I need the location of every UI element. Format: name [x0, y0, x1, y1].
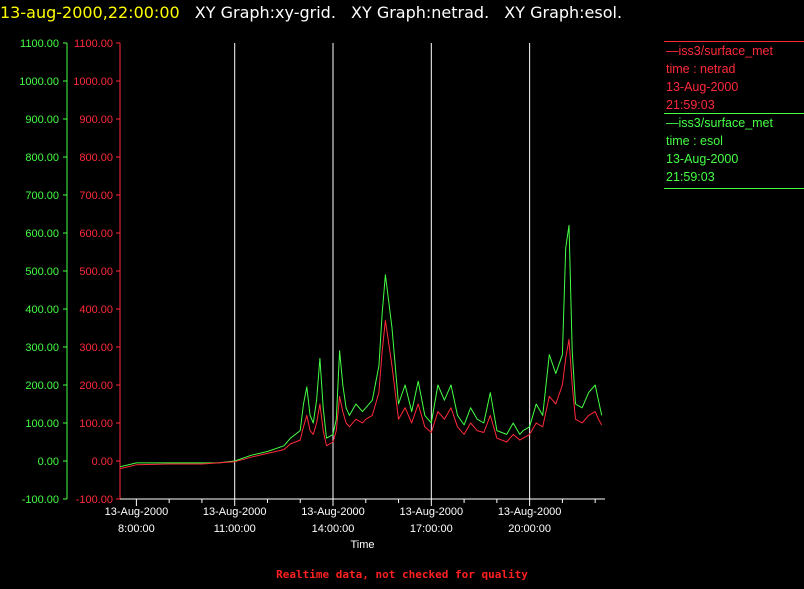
y-tick-label-esol: 900.00 [25, 114, 59, 126]
legend-variable: time : esol [666, 134, 723, 148]
y-tick-label-netrad: 900.00 [79, 114, 113, 126]
quality-note: Realtime data, not checked for quality [276, 568, 528, 581]
series-line-netrad [119, 319, 603, 470]
legend-divider [664, 41, 804, 42]
legend-date: 13-Aug-2000 [666, 152, 739, 166]
y-tick-label-esol: 1100.00 [20, 38, 59, 50]
y-tick-label-esol: 500.00 [25, 266, 59, 278]
legend-series: —iss3/surface_met [666, 116, 773, 130]
legend-series: —iss3/surface_met [666, 44, 773, 58]
x-tick-label-date: 13-Aug-2000 [301, 506, 365, 518]
legend-time: 21:59:03 [666, 98, 715, 112]
x-tick-label-time: 17:00:00 [410, 523, 453, 535]
x-tick-label-date: 13-Aug-2000 [498, 506, 562, 518]
y-tick-label-netrad: 800.00 [79, 152, 113, 164]
y-tick-label-netrad: 400.00 [79, 304, 113, 316]
y-tick-label-esol: 600.00 [25, 228, 59, 240]
x-tick-label-date: 13-Aug-2000 [203, 506, 267, 518]
legend-divider [664, 113, 804, 114]
y-tick-label-netrad: 600.00 [79, 228, 113, 240]
legend-date: 13-Aug-2000 [666, 80, 739, 94]
legend-netrad: —iss3/surface_met time : netrad 13-Aug-2… [664, 41, 804, 114]
y-tick-label-netrad: 1100.00 [74, 38, 113, 50]
y-tick-label-esol: 300.00 [25, 342, 59, 354]
y-tick-label-esol: 200.00 [25, 380, 59, 392]
legend-variable: time : netrad [666, 62, 736, 76]
y-tick-label-netrad: -100.00 [76, 494, 113, 506]
y-tick-label-esol: 0.00 [38, 456, 59, 468]
y-tick-label-esol: 1000.00 [19, 76, 59, 88]
graph-title-esol: XY Graph:esol. [504, 3, 623, 22]
y-tick-label-esol: -100.00 [22, 494, 59, 506]
y-tick-label-netrad: 1000.00 [73, 76, 113, 88]
y-tick-label-netrad: 200.00 [79, 380, 113, 392]
timestamp: 13-aug-2000,22:00:00 [0, 3, 180, 22]
title-bar: 13-aug-2000,22:00:00 XY Graph:xy-grid. X… [0, 0, 804, 26]
x-tick-label-date: 13-Aug-2000 [105, 506, 169, 518]
x-tick-label-time: 8:00:00 [118, 523, 155, 535]
y-tick-label-esol: 100.00 [25, 418, 59, 430]
x-tick-label-date: 13-Aug-2000 [400, 506, 464, 518]
y-tick-label-netrad: 0.00 [92, 456, 113, 468]
graph-title-netrad: XY Graph:netrad. [351, 3, 490, 22]
graph-title-xy-grid: XY Graph:xy-grid. [194, 3, 336, 22]
y-tick-label-esol: 400.00 [25, 304, 59, 316]
x-tick-label-time: 20:00:00 [508, 523, 551, 535]
y-tick-label-esol: 700.00 [25, 190, 59, 202]
legend-esol: —iss3/surface_met time : esol 13-Aug-200… [664, 113, 804, 189]
series-line-esol [119, 224, 603, 468]
x-tick-label-time: 14:00:00 [312, 523, 355, 535]
y-tick-label-netrad: 500.00 [79, 266, 113, 278]
legend-divider [664, 188, 804, 189]
y-tick-label-esol: 800.00 [25, 152, 59, 164]
y-tick-label-netrad: 100.00 [79, 418, 113, 430]
x-axis-label: Time [350, 539, 374, 551]
y-tick-label-netrad: 300.00 [79, 342, 113, 354]
x-tick-label-time: 11:00:00 [214, 523, 256, 535]
y-tick-label-netrad: 700.00 [79, 190, 113, 202]
legend-time: 21:59:03 [666, 170, 715, 184]
